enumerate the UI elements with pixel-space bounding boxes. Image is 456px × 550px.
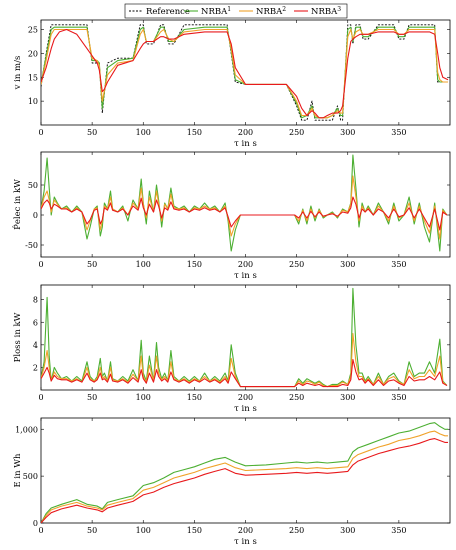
y-tick-label: 0 — [33, 211, 38, 220]
x-tick-label: 300 — [340, 526, 355, 535]
x-tick-label: 200 — [238, 526, 253, 535]
legend-label: Reference — [146, 7, 190, 17]
y-axis-label: v in m/s — [13, 56, 23, 91]
series-line-nrba3 — [41, 358, 448, 388]
legend: Reference NRBA1 NRBA2 NRBA3 — [124, 3, 348, 19]
series-line-nrba1 — [41, 422, 448, 523]
legend-box — [124, 3, 348, 19]
x-tick-label: 300 — [340, 128, 355, 137]
x-tick-label: 100 — [136, 393, 151, 402]
y-axis-label: E in Wh — [13, 453, 23, 488]
x-tick-label: 0 — [38, 260, 43, 269]
x-tick-label: 350 — [391, 526, 406, 535]
x-tick-label: 200 — [238, 128, 253, 137]
x-tick-label: 100 — [136, 128, 151, 137]
x-tick-label: 0 — [38, 393, 43, 402]
x-tick-label: 350 — [391, 393, 406, 402]
electric-power-chart: 0 50 100 150 200 250 300 350 -50 0 50 τ in s P̂elec … — [11, 151, 451, 281]
y-tick-label: 8 — [33, 296, 38, 305]
y-tick-label: 15 — [28, 73, 38, 82]
x-tick-label: 250 — [289, 526, 304, 535]
y-tick-label: 4 — [33, 341, 38, 350]
energy-chart: 0 50 100 150 200 250 300 350 0 500 1,000 τ in s E in… — [13, 417, 451, 547]
series-line-nrba1 — [41, 26, 448, 119]
x-axis-label: τ in s — [234, 404, 257, 414]
series-line-nrba2 — [41, 332, 448, 388]
y-tick-label: 20 — [28, 49, 38, 58]
y-axis-label: P̂elec in kW — [11, 179, 23, 230]
series-line-nrba3 — [41, 196, 448, 231]
y-tick-label: 10 — [28, 97, 38, 106]
series-line-nrba2 — [41, 28, 448, 119]
plot-frame — [40, 151, 451, 258]
power-loss-chart: 0 50 100 150 200 250 300 350 2 4 6 8 τ in s Ploss in … — [13, 284, 451, 414]
y-tick-label: 25 — [28, 26, 38, 35]
x-tick-label: 50 — [87, 128, 97, 137]
x-tick-label: 200 — [238, 393, 253, 402]
series-line-nrba2 — [41, 430, 448, 523]
x-tick-label: 50 — [87, 526, 97, 535]
y-tick-label: 0 — [33, 519, 38, 528]
x-axis-label: τ in s — [234, 271, 257, 281]
velocity-chart: 0 50 100 150 200 250 300 350 10 15 20 25 τ in s v in … — [13, 19, 451, 149]
series-line-nrba1 — [41, 154, 448, 252]
y-tick-label: 6 — [33, 318, 38, 327]
x-tick-label: 150 — [187, 393, 202, 402]
x-axis-label: τ in s — [234, 537, 257, 547]
x-tick-label: 300 — [340, 260, 355, 269]
x-tick-label: 300 — [340, 393, 355, 402]
x-tick-label: 100 — [136, 526, 151, 535]
x-tick-label: 100 — [136, 260, 151, 269]
y-tick-label: -50 — [25, 241, 38, 250]
x-tick-label: 250 — [289, 128, 304, 137]
x-tick-label: 150 — [187, 526, 202, 535]
x-tick-label: 250 — [289, 260, 304, 269]
x-tick-label: 150 — [187, 128, 202, 137]
legend-label: NRBA1 — [201, 6, 231, 17]
y-tick-label: 2 — [33, 363, 38, 372]
legend-label: NRBA3 — [311, 6, 341, 17]
x-tick-label: 0 — [38, 526, 43, 535]
y-tick-label: 50 — [28, 181, 38, 190]
x-tick-label: 0 — [38, 128, 43, 137]
series-line-nrba3 — [41, 438, 448, 523]
x-tick-label: 350 — [391, 128, 406, 137]
x-tick-label: 150 — [187, 260, 202, 269]
y-tick-label: 500 — [23, 472, 38, 481]
x-tick-label: 50 — [87, 393, 97, 402]
x-tick-label: 250 — [289, 393, 304, 402]
x-axis-label: τ in s — [234, 139, 257, 149]
legend-label: NRBA2 — [256, 6, 286, 17]
y-axis-label: Ploss in kW — [13, 312, 23, 362]
y-tick-label: 1,000 — [15, 425, 38, 434]
series-line-nrba1 — [41, 287, 448, 388]
x-tick-label: 200 — [238, 260, 253, 269]
series-line-nrba3 — [41, 28, 449, 119]
x-tick-label: 350 — [391, 260, 406, 269]
x-tick-label: 50 — [87, 260, 97, 269]
